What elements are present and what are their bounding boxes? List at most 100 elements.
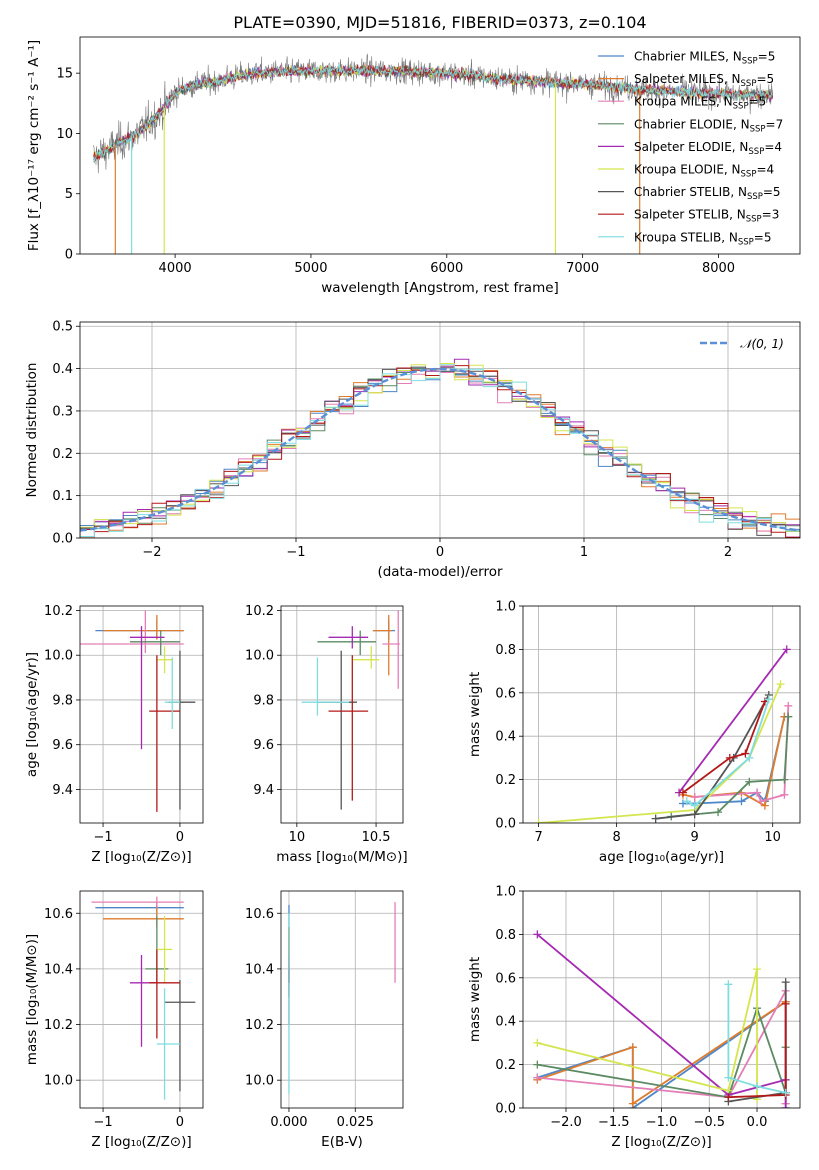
axes-frame (522, 890, 801, 1109)
weight-marker-kroupa-miles (784, 701, 793, 710)
weight-marker-salpeter-stelib (781, 999, 790, 1008)
legend-label-salpeter-miles: Salpeter MILES, NSSP=5 (634, 72, 774, 89)
x-axis-label: age [log₁₀(age/yr)] (599, 849, 724, 865)
y-tick-label: 0.3 (52, 404, 73, 419)
x-axis-label: (data-model)/error (377, 564, 503, 580)
weight-line-salpeter-stelib (682, 701, 766, 794)
x-tick-label: −1 (93, 830, 112, 845)
x-tick-label: 4000 (159, 261, 192, 276)
panel-mass_vs_Z: −1 0 10.0 10.2 10.4 10.6 Z [log₁₀(Z/Z⊙)] mass [… (24, 890, 204, 1150)
x-axis-label: Z [log₁₀(Z/Z⊙)] (611, 1134, 711, 1150)
y-tick-label: 0.8 (495, 928, 516, 943)
x-axis-label: Z [log₁₀(Z/Z⊙)] (91, 1134, 191, 1150)
y-tick-label: 9.8 (52, 693, 73, 708)
y-tick-label: 1.0 (495, 885, 516, 900)
x-tick-label: 5000 (294, 261, 327, 276)
x-tick-label: −1 (93, 1115, 112, 1130)
weight-marker-kroupa-elodie (753, 965, 762, 974)
weight-marker-kroupa-stelib (690, 801, 699, 810)
y-tick-label: 0 (65, 248, 73, 263)
x-tick-label: 7000 (566, 261, 599, 276)
axes-frame (280, 890, 404, 1109)
plot-area-spectrum (93, 53, 774, 254)
weight-marker-kroupa-elodie (776, 680, 785, 689)
y-tick-label: 10 (56, 127, 73, 142)
weight-marker-salpeter-stelib (725, 753, 734, 762)
weight-line-kroupa-elodie (537, 968, 758, 1100)
weight-marker-chabrier-elodie (784, 712, 793, 721)
y-axis-label: mass weight (467, 957, 483, 1042)
weight-marker-salpeter-elodie (782, 645, 791, 654)
weight-marker-salpeter-stelib (741, 749, 750, 758)
x-tick-label: −1.5 (598, 1115, 630, 1130)
y-tick-label: 10.0 (44, 1074, 73, 1089)
y-tick-label: 10.6 (44, 907, 73, 922)
legend-label-kroupa-elodie: Kroupa ELODIE, NSSP=4 (634, 163, 774, 180)
y-tick-label: 0.0 (495, 1102, 516, 1117)
y-axis-label: mass [log₁₀(M/M⊙)] (24, 934, 40, 1065)
x-tick-label: 6000 (430, 261, 463, 276)
weight-marker-kroupa-stelib (753, 1082, 762, 1091)
y-tick-label: 9.4 (52, 783, 73, 798)
y-axis-label: Normed distribution (24, 363, 40, 498)
weight-marker-kroupa-miles (690, 792, 699, 801)
axes-frame (280, 605, 404, 824)
weight-marker-chabrier-miles (737, 797, 746, 806)
x-axis-label: E(B-V) (321, 1134, 363, 1150)
x-tick-label: 8000 (702, 261, 735, 276)
axes-frame (79, 321, 801, 539)
plot-area-age_vs_mass (281, 606, 403, 823)
weight-marker-kroupa-elodie (534, 819, 543, 823)
x-axis-label: mass [log₁₀(M/M⊙)] (276, 849, 407, 865)
x-axis-label: Z [log₁₀(Z/Z⊙)] (91, 849, 191, 865)
weight-line-kroupa-elodie (538, 683, 782, 823)
y-tick-label: 0.6 (495, 686, 516, 701)
weight-marker-chabrier-elodie (533, 1060, 542, 1069)
x-tick-label: −1.0 (646, 1115, 678, 1130)
x-tick-label: 10 (764, 830, 781, 845)
weight-marker-kroupa-stelib (781, 1088, 790, 1097)
x-tick-label: 1 (580, 545, 588, 560)
weight-marker-chabrier-stelib (781, 978, 790, 987)
weight-marker-chabrier-stelib (690, 810, 699, 819)
weight-marker-kroupa-elodie (533, 1038, 542, 1047)
weight-marker-kroupa-miles (753, 788, 762, 797)
weight-marker-salpeter-elodie (781, 1104, 790, 1108)
weight-marker-chabrier-elodie (780, 775, 789, 784)
panel-age_vs_mass: 10 10.5 9.4 9.6 9.8 10.0 10.2 mass [log₁₀(M/M⊙)… (245, 604, 408, 865)
x-tick-label: −2.0 (550, 1115, 582, 1130)
weight-marker-kroupa-miles (756, 797, 765, 806)
y-tick-label: 10.6 (245, 907, 274, 922)
y-tick-label: 9.4 (253, 783, 274, 798)
x-tick-label: 9 (691, 830, 699, 845)
legend-label-salpeter-stelib: Salpeter STELIB, NSSP=3 (634, 208, 779, 225)
y-axis-label: Flux [f_λ10⁻¹⁷ erg cm⁻² s⁻¹ A⁻¹] (26, 40, 42, 251)
y-tick-label: 0.4 (495, 730, 516, 745)
x-tick-label: 10.5 (362, 830, 391, 845)
weight-marker-kroupa-stelib (682, 797, 691, 806)
plot-area-weight_vs_age (523, 606, 800, 823)
plot-area-mass_vs_Z (80, 891, 203, 1108)
weight-marker-kroupa-miles (780, 790, 789, 799)
legend-label-normal: 𝒩(0, 1) (740, 337, 784, 351)
axes-frame (79, 605, 204, 824)
y-tick-label: 10.0 (44, 649, 73, 664)
weight-marker-kroupa-stelib (724, 980, 733, 989)
plot-area-residuals (80, 322, 800, 538)
panel-residuals: −2 −1 0 1 2 0.0 0.1 0.2 0.3 0.4 0.5 (data-model)/er… (24, 320, 801, 580)
y-tick-label: 0.8 (495, 643, 516, 658)
x-tick-label: −0.5 (693, 1115, 725, 1130)
weight-line-chabrier-stelib (655, 694, 770, 820)
y-tick-label: 0.2 (52, 447, 73, 462)
x-tick-label: 0.025 (337, 1115, 374, 1130)
x-tick-label: 7 (534, 830, 542, 845)
plot-area-mass_vs_EBV (281, 891, 403, 1108)
x-tick-label: 10 (289, 830, 306, 845)
y-tick-label: 0.6 (495, 971, 516, 986)
weight-marker-salpeter-elodie (533, 930, 542, 939)
x-tick-label: −1 (286, 545, 305, 560)
plot-area-weight_vs_Z (523, 891, 800, 1108)
y-tick-label: 0.4 (52, 362, 73, 377)
x-tick-label: −2 (142, 545, 161, 560)
